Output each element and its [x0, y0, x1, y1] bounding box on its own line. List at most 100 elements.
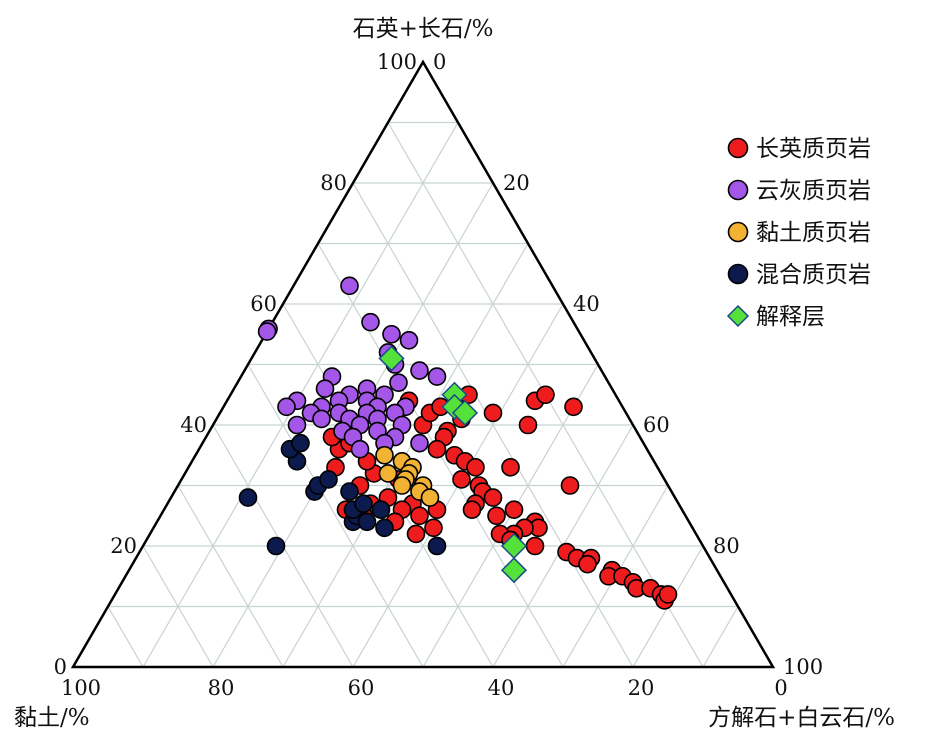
axis-title-top: 石英+长石/% [353, 16, 494, 42]
data-point [277, 397, 296, 417]
data-point [427, 439, 447, 459]
grid-line-clay-50 [247, 364, 424, 668]
data-point [357, 512, 377, 532]
data-point [257, 322, 277, 341]
series-3 [375, 445, 440, 507]
grid-line-carb-90 [702, 606, 739, 668]
data-point [451, 399, 479, 426]
legend-item: 混合质页岩 [727, 262, 871, 288]
data-point [312, 409, 331, 429]
data-point [319, 470, 338, 489]
tick-label-clay-20: 20 [628, 676, 655, 700]
data-point [658, 585, 678, 604]
legend-label: 解释层 [756, 304, 825, 330]
tick-label-qf-80: 80 [320, 171, 347, 195]
data-point [340, 276, 359, 296]
data-point [487, 506, 506, 526]
data-point [378, 345, 405, 372]
data-point [564, 397, 583, 417]
legend-marker [727, 137, 749, 159]
data-point [578, 554, 597, 574]
data-point [350, 439, 370, 459]
data-point [375, 518, 394, 538]
data-point [420, 488, 440, 507]
tick-label-clay-80: 80 [208, 676, 235, 700]
legend-marker [727, 179, 749, 201]
tick-label-qf-0: 0 [54, 655, 67, 679]
data-point [354, 494, 373, 513]
tick-label-clay-0: 0 [774, 676, 787, 700]
data-points [238, 276, 678, 610]
legend-label: 混合质页岩 [756, 262, 871, 288]
data-point [315, 379, 335, 399]
tick-label-carb-60: 60 [643, 413, 670, 437]
data-point [452, 470, 471, 489]
data-point [399, 330, 419, 350]
data-point [427, 536, 447, 556]
data-point [525, 536, 545, 556]
tick-labels: 100 80 60 40 20 0 0 20 40 60 80 100 100 80 60 40 20 0 [54, 50, 823, 700]
data-point [518, 415, 538, 435]
axis-title-right: 方解石+白云石/% [708, 705, 895, 731]
data-point [483, 403, 503, 423]
tick-label-carb-100: 100 [783, 655, 823, 679]
data-point [410, 433, 429, 453]
legend-item: 解释层 [726, 304, 825, 330]
data-point [427, 367, 447, 386]
tick-label-clay-40: 40 [488, 676, 515, 700]
legend-marker [727, 263, 749, 285]
data-point [483, 488, 503, 507]
data-point [340, 482, 359, 501]
tick-label-qf-100: 100 [377, 50, 417, 74]
grid-line-clay-70 [177, 485, 284, 668]
data-point [392, 476, 412, 495]
ternary-frame [70, 59, 776, 669]
data-point [560, 476, 580, 495]
series-4 [238, 433, 447, 556]
tick-label-carb-80: 80 [713, 534, 740, 558]
legend-marker [726, 304, 750, 328]
tick-label-carb-0: 0 [433, 50, 446, 74]
data-point [500, 557, 528, 584]
tick-label-clay-60: 60 [348, 676, 375, 700]
tick-label-qf-40: 40 [180, 413, 207, 437]
data-point [504, 500, 524, 520]
tick-label-clay-100: 100 [61, 676, 101, 700]
data-point [375, 445, 394, 465]
data-point [501, 458, 520, 477]
legend-label: 云灰质页岩 [756, 178, 871, 204]
legend-item: 长英质页岩 [727, 136, 871, 162]
data-point [536, 385, 555, 405]
legend-label: 黏土质页岩 [756, 220, 871, 246]
axis-title-left: 黏土/% [14, 705, 90, 731]
data-point [287, 415, 307, 435]
data-point [410, 506, 429, 526]
tick-label-carb-20: 20 [503, 171, 530, 195]
data-point [266, 536, 286, 556]
legend-marker [727, 221, 749, 243]
data-point [361, 312, 380, 332]
series-2 [257, 276, 447, 459]
data-point [378, 464, 398, 483]
legend-item: 云灰质页岩 [727, 178, 871, 204]
grid-line-clay-90 [107, 606, 144, 668]
data-point [371, 500, 391, 520]
data-point [389, 373, 408, 392]
tick-label-qf-60: 60 [250, 292, 277, 316]
data-point [424, 518, 443, 538]
legend-item: 黏土质页岩 [727, 220, 871, 246]
data-point [406, 524, 426, 544]
tick-label-carb-40: 40 [573, 292, 600, 316]
data-point [238, 488, 258, 507]
data-point [466, 458, 485, 477]
data-point [462, 500, 482, 520]
axis-titles: 石英+长石/% 黏土/% 方解石+白云石/% [14, 16, 895, 731]
data-point [382, 324, 401, 344]
tick-label-qf-20: 20 [110, 534, 137, 558]
grid-line-clay-80 [142, 545, 214, 668]
data-point [410, 361, 429, 380]
series-5 [378, 345, 528, 584]
legend-label: 长英质页岩 [756, 136, 871, 162]
